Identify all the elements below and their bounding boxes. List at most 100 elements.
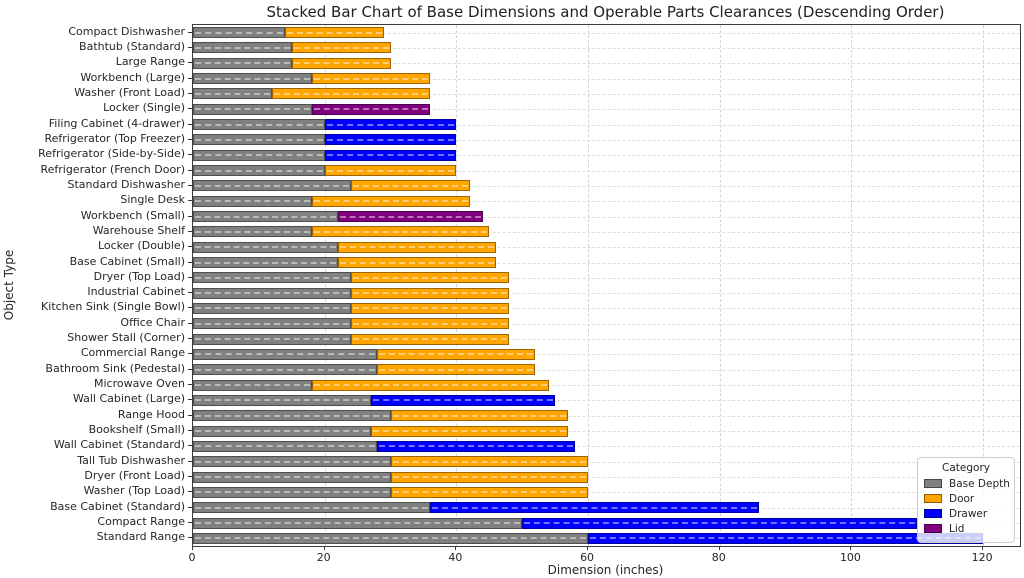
bar-segment-base-depth xyxy=(193,103,312,115)
x-gridline xyxy=(719,25,721,546)
legend-entry-label: Drawer xyxy=(949,507,988,520)
bar-segment-base-depth xyxy=(193,287,352,299)
y-gridline xyxy=(193,400,1020,402)
bar-segment-base-depth xyxy=(193,241,338,253)
x-tick-label: 60 xyxy=(580,551,595,564)
bar-segment-base-depth xyxy=(193,180,352,192)
bar-segment-door xyxy=(311,226,490,238)
bar-segment-base-depth xyxy=(193,410,391,422)
y-gridline xyxy=(193,262,1020,264)
bar-segment-door xyxy=(291,42,391,54)
bar-segment-door xyxy=(291,57,391,69)
category-label: Dryer (Front Load) xyxy=(84,469,185,483)
bar-segment-drawer xyxy=(324,134,457,146)
legend-entry: Base Depth xyxy=(924,476,1010,491)
bar-segment-base-depth xyxy=(193,42,292,54)
x-tick-label: 120 xyxy=(971,551,993,564)
y-tick-mark xyxy=(188,184,192,186)
x-tick-label: 40 xyxy=(448,551,463,564)
y-gridline xyxy=(193,293,1020,295)
legend-entry: Door xyxy=(924,491,1008,506)
y-tick-mark xyxy=(188,31,192,33)
y-tick-mark xyxy=(188,200,192,202)
bar-segment-base-depth xyxy=(193,379,312,391)
plot-area xyxy=(192,24,1021,547)
y-tick-mark xyxy=(188,399,192,401)
bar-segment-base-depth xyxy=(193,502,431,514)
category-label: Microwave Oven xyxy=(93,377,185,391)
y-gridline xyxy=(193,231,1020,233)
y-gridline xyxy=(193,216,1020,218)
y-gridline xyxy=(193,461,1020,463)
y-gridline xyxy=(193,247,1020,249)
y-tick-mark xyxy=(188,522,192,523)
y-gridline xyxy=(193,109,1020,111)
bar-segment-base-depth xyxy=(193,149,325,161)
bar-segment-base-depth xyxy=(193,165,325,177)
x-gridline xyxy=(983,25,985,546)
bar-segment-door xyxy=(351,180,470,192)
bar-segment-door xyxy=(324,165,457,177)
category-label: Locker (Single) xyxy=(103,101,185,115)
x-tick-mark xyxy=(718,546,720,550)
bar-segment-door xyxy=(390,486,589,498)
bar-segment-door xyxy=(351,272,510,284)
bar-segment-base-depth xyxy=(193,27,286,39)
y-gridline xyxy=(193,201,1020,203)
bar-segment-base-depth xyxy=(193,394,371,406)
bar-segment-drawer xyxy=(377,440,575,452)
y-gridline xyxy=(193,32,1020,34)
y-tick-mark xyxy=(188,384,192,386)
y-tick-mark xyxy=(188,246,192,248)
y-tick-mark xyxy=(188,537,192,539)
category-label: Compact Range xyxy=(97,515,185,528)
bar-segment-drawer xyxy=(370,394,556,406)
door-swatch xyxy=(924,494,942,503)
category-label: Bathtub (Standard) xyxy=(79,39,185,53)
category-label: Standard Dishwasher xyxy=(67,177,186,191)
category-label: Bathroom Sink (Pedestal) xyxy=(45,361,185,375)
bar-segment-base-depth xyxy=(193,318,352,330)
bar-segment-base-depth xyxy=(193,471,391,483)
bar-segment-door xyxy=(390,456,589,468)
bar-segment-lid xyxy=(337,211,483,223)
bar-segment-base-depth xyxy=(193,226,312,238)
x-tick-label: 100 xyxy=(839,551,861,564)
legend-entries: Base Depth Door Drawer Lid xyxy=(924,476,1010,536)
bar-segment-door xyxy=(370,425,569,437)
drawer-swatch xyxy=(924,509,942,518)
y-tick-mark xyxy=(188,261,192,263)
bar-segment-door xyxy=(377,364,536,376)
bar-segment-base-depth xyxy=(193,57,292,69)
bar-segment-drawer xyxy=(430,502,760,514)
bar-segment-drawer xyxy=(522,517,918,529)
bar-segment-base-depth xyxy=(193,73,312,85)
y-tick-mark xyxy=(188,276,192,278)
y-tick-mark xyxy=(188,476,192,478)
y-gridline xyxy=(193,323,1020,325)
bar-segment-base-depth xyxy=(193,257,338,268)
base-swatch xyxy=(924,479,942,488)
bar-segment-base-depth xyxy=(193,272,352,284)
x-tick-mark xyxy=(850,546,852,550)
category-label: Bookshelf (Small) xyxy=(88,423,185,437)
category-label: Standard Range xyxy=(96,530,185,544)
y-gridline xyxy=(193,124,1020,126)
y-tick-mark xyxy=(188,46,192,48)
category-label: Refrigerator (French Door) xyxy=(40,162,185,176)
bar-segment-door xyxy=(272,88,431,100)
category-label: Tall Tub Dishwasher xyxy=(77,453,185,467)
x-gridline xyxy=(324,25,326,546)
lid-swatch xyxy=(924,524,942,533)
bar-segment-door xyxy=(351,318,510,330)
category-label: Large Range xyxy=(115,55,185,69)
bar-segment-base-depth xyxy=(193,195,312,207)
x-gridline xyxy=(851,25,853,546)
bar-segment-drawer xyxy=(324,149,457,161)
chart-title: Stacked Bar Chart of Base Dimensions and… xyxy=(266,3,945,21)
y-gridline xyxy=(193,492,1020,494)
y-gridline xyxy=(193,446,1020,448)
y-tick-mark xyxy=(188,215,192,217)
x-tick-mark xyxy=(455,546,457,550)
